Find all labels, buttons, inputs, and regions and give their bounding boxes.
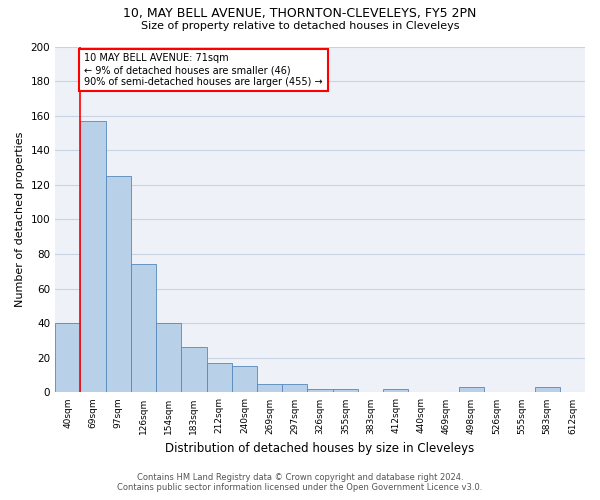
Text: Size of property relative to detached houses in Cleveleys: Size of property relative to detached ho… (141, 21, 459, 31)
Bar (332, 389, 358, 392)
Text: 10 MAY BELL AVENUE: 71sqm
← 9% of detached houses are smaller (46)
90% of semi-d: 10 MAY BELL AVENUE: 71sqm ← 9% of detach… (84, 54, 323, 86)
Bar (156, 323, 181, 392)
Bar (206, 363, 232, 392)
X-axis label: Distribution of detached houses by size in Cleveleys: Distribution of detached houses by size … (166, 442, 475, 455)
Bar (257, 384, 282, 392)
Bar (80, 121, 106, 392)
Bar (131, 264, 156, 392)
Bar (55, 323, 80, 392)
Bar (383, 389, 409, 392)
Bar (307, 389, 332, 392)
Y-axis label: Number of detached properties: Number of detached properties (15, 132, 25, 307)
Bar (282, 384, 307, 392)
Bar (232, 366, 257, 392)
Text: 10, MAY BELL AVENUE, THORNTON-CLEVELEYS, FY5 2PN: 10, MAY BELL AVENUE, THORNTON-CLEVELEYS,… (124, 8, 476, 20)
Text: Contains HM Land Registry data © Crown copyright and database right 2024.
Contai: Contains HM Land Registry data © Crown c… (118, 473, 482, 492)
Bar (535, 387, 560, 392)
Bar (106, 176, 131, 392)
Bar (459, 387, 484, 392)
Bar (181, 348, 206, 393)
